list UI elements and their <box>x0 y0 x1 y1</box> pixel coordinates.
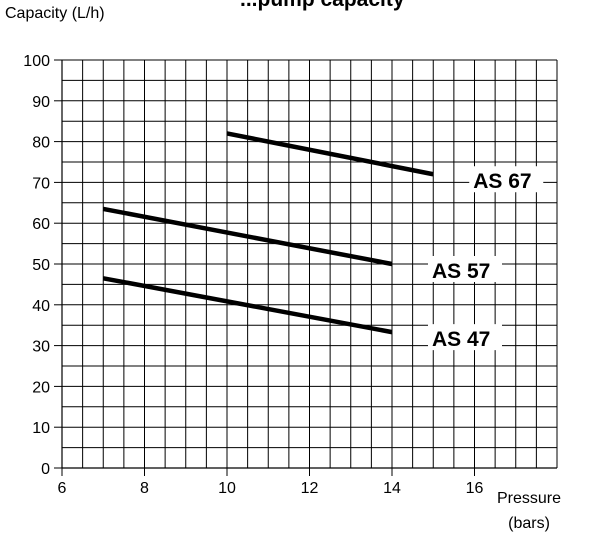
y-tick-label: 30 <box>32 339 50 356</box>
x-tick-label: 14 <box>383 480 401 497</box>
y-tick-label: 40 <box>32 298 50 315</box>
x-axis-label: Pressure (bars) <box>497 486 561 536</box>
y-tick-label: 10 <box>32 420 50 437</box>
y-tick-label: 20 <box>32 379 50 396</box>
y-tick-label: 50 <box>32 257 50 274</box>
x-tick-label: 8 <box>140 480 149 497</box>
x-axis-label-line1: Pressure <box>497 490 562 507</box>
series-label: AS 47 <box>432 328 490 351</box>
series-label-bg <box>428 256 502 282</box>
x-tick-label: 6 <box>58 480 67 497</box>
series-line <box>226 131 434 177</box>
y-tick-label: 60 <box>32 216 50 233</box>
chart-title: ...pump capacity <box>240 0 405 12</box>
y-tick-label: 90 <box>32 94 50 111</box>
series-line <box>102 276 393 335</box>
x-tick-label: 10 <box>218 480 236 497</box>
series-label: AS 67 <box>473 170 531 193</box>
y-tick-label: 0 <box>41 461 50 478</box>
series-label-bg <box>469 166 544 193</box>
y-tick-label: 70 <box>32 175 50 192</box>
x-axis-label-line2: (bars) <box>508 515 550 532</box>
series-label: AS 57 <box>432 260 490 283</box>
x-tick-label: 16 <box>466 480 484 497</box>
series-label-bg <box>428 324 502 351</box>
y-tick-label: 100 <box>23 53 50 70</box>
x-tick-label: 12 <box>301 480 319 497</box>
series-line <box>102 206 393 267</box>
y-axis-label: Capacity (L/h) <box>5 5 105 22</box>
y-tick-label: 80 <box>32 135 50 152</box>
